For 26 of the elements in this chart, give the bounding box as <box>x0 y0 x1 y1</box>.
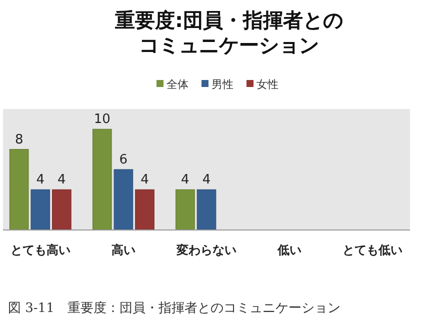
x-tick-label: とても高い <box>10 243 70 257</box>
bar <box>114 169 134 230</box>
x-tick-label: とても低い <box>342 243 403 257</box>
data-label: 4 <box>202 172 211 188</box>
data-label: 6 <box>119 152 128 168</box>
data-label: 4 <box>181 172 190 188</box>
bar <box>196 189 216 230</box>
data-label: 4 <box>36 172 45 188</box>
data-label: 8 <box>14 132 24 148</box>
caption: 図 3-11 重要度：団員・指揮者とのコミュニケーション <box>8 300 340 316</box>
bar <box>135 189 154 230</box>
chart-title: 重要度:団員・指揮者とのコミュニケーション <box>114 8 343 57</box>
data-label: 10 <box>94 112 110 128</box>
legend-label: 男性 <box>212 78 234 91</box>
legend-label: 全体 <box>166 78 188 91</box>
bar <box>176 189 195 230</box>
x-tick-label: 高い <box>111 243 136 257</box>
bar <box>92 128 112 230</box>
data-label: 4 <box>140 172 149 188</box>
bar <box>30 189 50 230</box>
data-label: 4 <box>58 172 66 188</box>
bar <box>52 189 72 230</box>
x-tick-label: 変わらない <box>176 243 236 257</box>
legend-label: 女性 <box>256 78 278 91</box>
bar <box>9 149 29 230</box>
x-tick-label: 低い <box>276 243 302 257</box>
